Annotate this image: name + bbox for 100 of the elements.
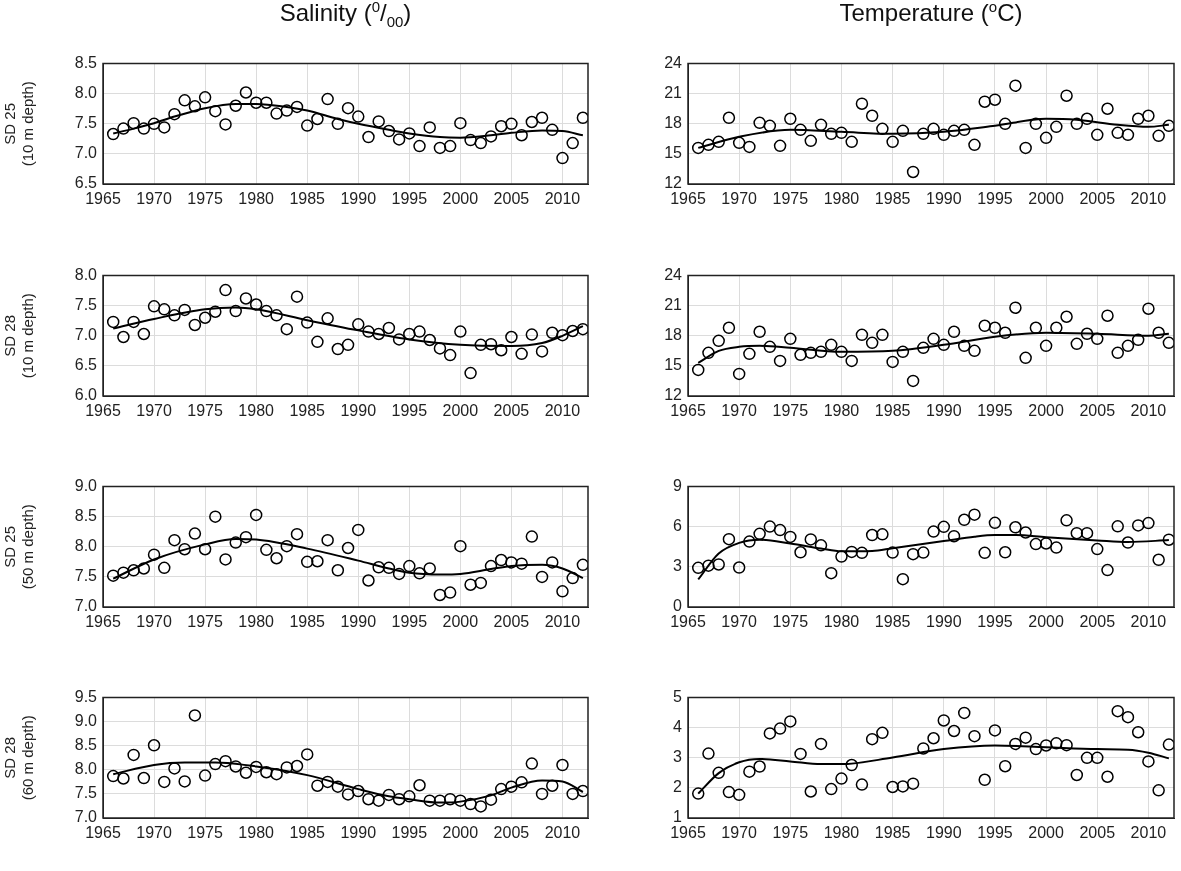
point: [443, 586, 457, 599]
point: [341, 338, 355, 352]
x-tick-label: 1965: [670, 402, 706, 420]
point: [1039, 339, 1053, 353]
point: [722, 785, 736, 799]
y-tick-label: 9.0: [74, 477, 98, 495]
point: [1029, 321, 1043, 335]
x-tick-label: 1980: [238, 613, 275, 631]
x-tick-label: 2005: [1079, 402, 1116, 420]
point: [127, 564, 140, 577]
point: [474, 800, 488, 813]
point: [229, 760, 242, 773]
point: [290, 290, 304, 303]
point: [886, 546, 899, 559]
point: [321, 533, 334, 547]
point: [535, 787, 549, 801]
point: [515, 557, 528, 570]
point: [896, 572, 910, 586]
point: [1029, 117, 1043, 131]
point: [784, 715, 797, 728]
point: [1152, 784, 1165, 797]
x-tick-label: 1990: [925, 824, 962, 842]
point: [423, 794, 436, 807]
x-tick-label: 1965: [85, 613, 121, 631]
point: [392, 133, 406, 146]
point: [794, 348, 807, 362]
point: [209, 757, 222, 771]
point: [1070, 117, 1084, 131]
point: [958, 339, 971, 353]
point: [484, 130, 498, 143]
point: [1111, 520, 1124, 533]
point: [300, 555, 314, 569]
point: [1060, 738, 1073, 752]
point: [147, 300, 161, 313]
point: [525, 757, 539, 770]
point: [763, 119, 777, 133]
point: [566, 136, 579, 150]
point: [546, 556, 559, 569]
point: [886, 780, 899, 794]
point: [927, 525, 940, 538]
x-tick-label: 1975: [187, 402, 223, 420]
point: [886, 355, 899, 369]
point: [106, 569, 120, 582]
point: [178, 94, 191, 107]
point: [158, 561, 171, 575]
point: [239, 766, 253, 779]
point: [876, 726, 889, 740]
point: [865, 528, 879, 542]
point: [352, 523, 365, 537]
x-tick-label: 2000: [1028, 190, 1064, 208]
point: [198, 311, 212, 324]
x-tick-label: 1985: [874, 613, 911, 631]
point: [1009, 737, 1022, 751]
point: [1080, 327, 1094, 341]
point: [1019, 141, 1032, 155]
y-tick-label: 8.5: [74, 507, 98, 525]
point: [906, 165, 920, 179]
point: [515, 347, 528, 361]
x-tick-label: 2005: [493, 824, 530, 842]
point: [743, 765, 756, 778]
point: [168, 107, 181, 121]
point: [1080, 751, 1094, 765]
point: [712, 766, 725, 780]
point: [229, 304, 242, 318]
point: [845, 545, 858, 559]
point: [917, 742, 930, 755]
point: [219, 553, 232, 566]
x-tick-label: 1965: [85, 190, 121, 208]
point: [433, 588, 447, 602]
x-tick-label: 1965: [85, 402, 121, 420]
point: [1152, 553, 1165, 567]
point: [127, 748, 140, 762]
x-tick-label: 1975: [187, 190, 223, 208]
x-tick-label: 1990: [925, 190, 962, 208]
point: [968, 344, 981, 358]
point: [1091, 332, 1104, 346]
point: [484, 559, 498, 573]
x-tick-label: 2000: [1028, 613, 1064, 631]
x-tick-label: 1970: [136, 190, 172, 208]
point: [1111, 704, 1124, 718]
y-tick-label: 0: [673, 597, 683, 615]
point: [239, 530, 253, 544]
point: [525, 328, 539, 341]
x-tick-label: 1980: [823, 824, 860, 842]
point: [423, 562, 436, 575]
point: [423, 333, 436, 347]
point: [454, 325, 467, 338]
x-tick-label: 1995: [977, 824, 1013, 842]
point: [988, 516, 1002, 530]
point: [546, 779, 559, 792]
point: [464, 797, 477, 811]
point: [290, 527, 304, 541]
point: [229, 536, 242, 549]
x-tick-label: 2005: [1079, 613, 1116, 631]
x-tick-label: 1990: [340, 613, 377, 631]
point: [927, 332, 940, 346]
x-tick-label: 1985: [289, 824, 326, 842]
point: [978, 95, 991, 108]
point: [474, 136, 488, 150]
point: [392, 567, 406, 581]
